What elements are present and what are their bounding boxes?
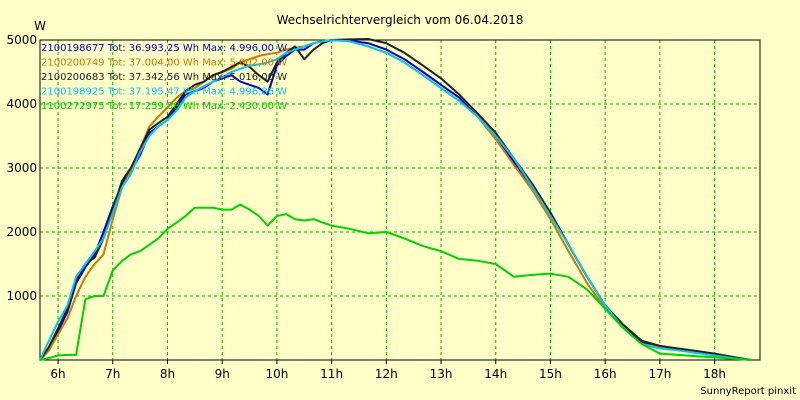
chart-title: Wechselrichtervergleich vom 06.04.2018 <box>277 13 524 27</box>
x-tick-label: 15h <box>539 367 562 381</box>
y-axis: 1000 2000 3000 4000 5000 <box>6 33 37 303</box>
legend-entry-2: 2100200749 Tot: 37.004,00 Wh Max: 5.002,… <box>41 58 287 69</box>
legend-entry-4: 2100198925 Tot: 37.195,47 Wh Max: 4.996,… <box>41 87 287 98</box>
series-line-5 <box>39 203 752 361</box>
y-tick-label: 4000 <box>6 97 37 111</box>
x-tick-label: 11h <box>320 367 343 381</box>
x-tick-label: 8h <box>160 367 175 381</box>
legend-entry-3: 2100200683 Tot: 37.342,56 Wh Max: 5.016,… <box>41 72 287 83</box>
x-tick-label: 17h <box>648 367 671 381</box>
series-line-4 <box>39 39 752 361</box>
x-tick-label: 9h <box>215 367 230 381</box>
x-tick-label: 18h <box>703 367 726 381</box>
plot-frame <box>39 39 761 361</box>
x-tick-label: 10h <box>265 367 288 381</box>
x-tick-label: 14h <box>484 367 507 381</box>
legend-entry-1: 2100198677 Tot: 36.993,25 Wh Max: 4.996,… <box>41 43 287 54</box>
x-tick-label: 12h <box>375 367 398 381</box>
x-tick-label: 6h <box>50 367 65 381</box>
legend: 2100198677 Tot: 36.993,25 Wh Max: 4.996,… <box>41 43 287 112</box>
y-tick-label: 1000 <box>6 289 37 303</box>
x-tick-label: 16h <box>594 367 617 381</box>
y-tick-label: 5000 <box>6 33 37 47</box>
series-lines <box>39 38 752 361</box>
footer-credit: SunnyReport pinxit <box>700 386 796 397</box>
x-tick-label: 7h <box>105 367 120 381</box>
legend-entry-5: 1100272975 Tot: 17.259,38 Wh Max: 2.430,… <box>41 101 287 112</box>
x-axis: 6h 7h 8h 9h 10h 11h 12h 13h 14h 15h 16h 17h 18h <box>50 360 726 381</box>
y-tick-label: 2000 <box>6 225 37 239</box>
y-axis-unit: W <box>34 19 46 33</box>
x-tick-label: 13h <box>430 367 453 381</box>
y-tick-label: 3000 <box>6 161 37 175</box>
